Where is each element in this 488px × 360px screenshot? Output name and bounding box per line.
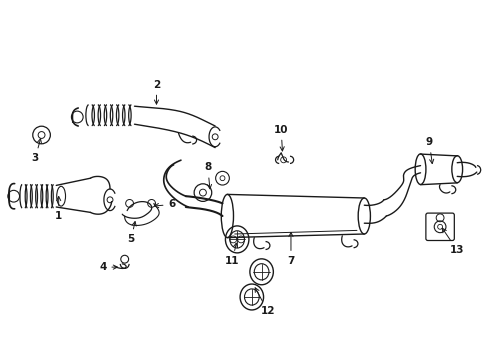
Text: 7: 7 (286, 233, 294, 266)
Text: 12: 12 (255, 288, 275, 316)
Text: 1: 1 (55, 197, 62, 221)
Text: 11: 11 (224, 243, 239, 266)
Text: 2: 2 (153, 80, 160, 104)
Text: 5: 5 (127, 221, 136, 244)
Text: 3: 3 (32, 139, 41, 163)
Text: 13: 13 (441, 228, 464, 255)
Text: 10: 10 (273, 125, 288, 151)
Text: 6: 6 (154, 199, 175, 210)
Text: 4: 4 (99, 262, 117, 272)
Text: 9: 9 (425, 137, 433, 163)
Text: 8: 8 (204, 162, 211, 189)
